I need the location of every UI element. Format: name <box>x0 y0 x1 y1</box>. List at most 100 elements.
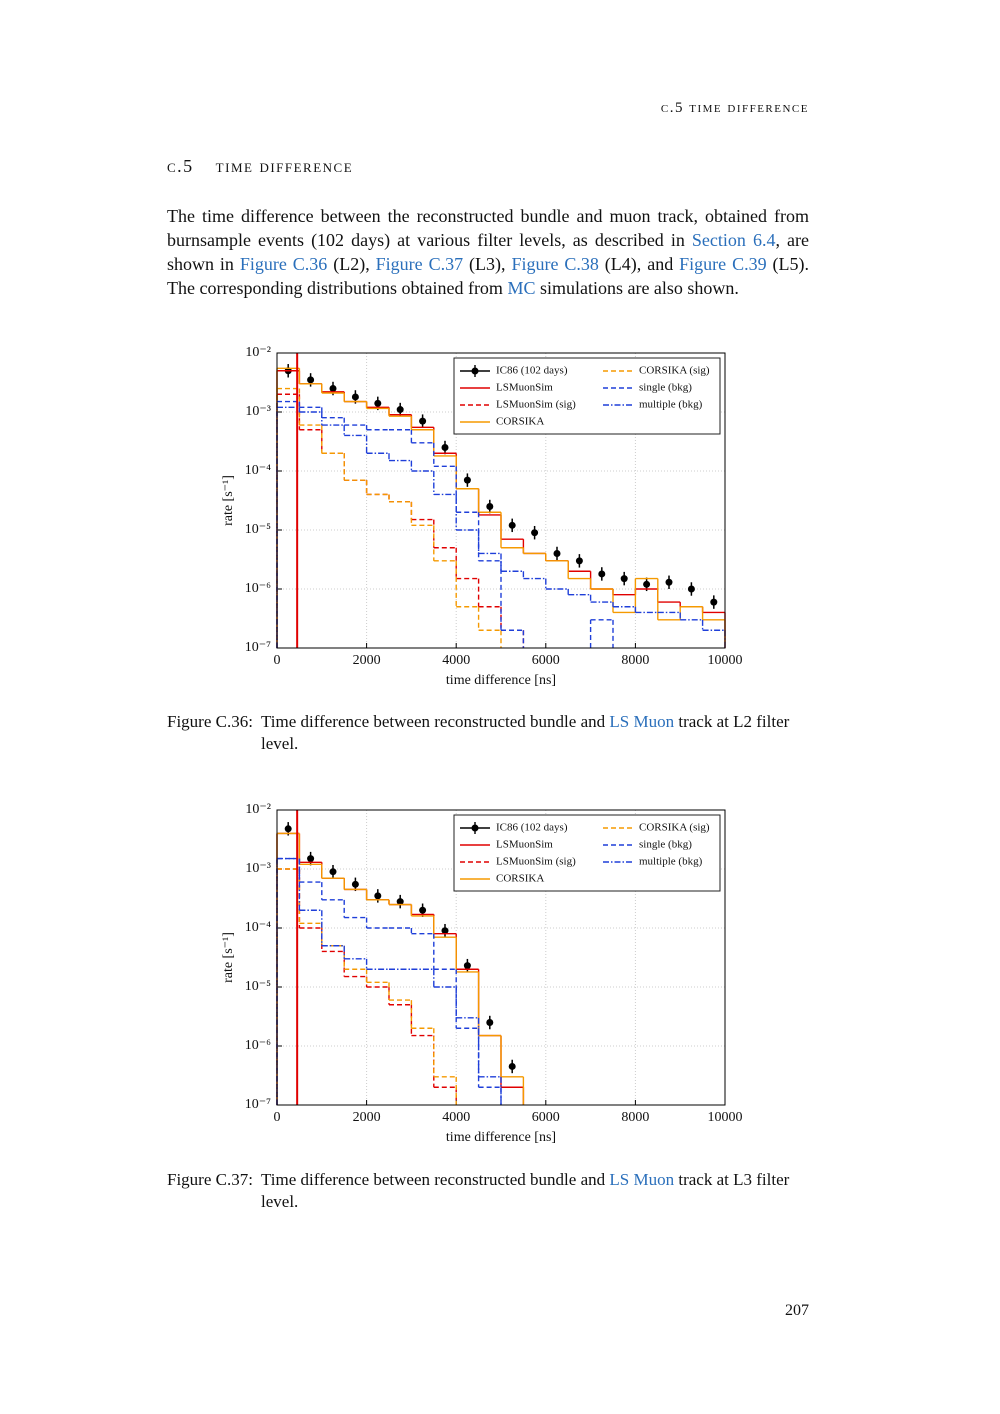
data-point <box>710 598 718 606</box>
data-point <box>643 580 651 588</box>
y-tick-label: 10⁻⁴ <box>245 920 271 935</box>
data-point <box>351 880 359 888</box>
x-tick-label: 2000 <box>353 653 381 668</box>
legend-label: LSMuonSim <box>496 382 553 394</box>
y-tick-label: 10⁻³ <box>245 404 271 419</box>
figure-caption: Figure C.36: Time difference between reco… <box>167 711 809 755</box>
text: (L4), and <box>598 254 680 274</box>
y-tick-label: 10⁻⁷ <box>245 640 271 655</box>
caption-text: Time difference between reconstructed bu… <box>261 1170 610 1189</box>
text: (L5). The corresponding distributions ob… <box>167 254 809 298</box>
data-point <box>307 376 315 384</box>
y-tick-label: 10⁻⁵ <box>245 522 271 537</box>
data-point <box>419 417 427 425</box>
data-point <box>329 385 337 393</box>
data-point <box>620 575 628 583</box>
section-title: time difference <box>215 156 354 176</box>
legend-label: LSMuonSim <box>496 839 553 851</box>
x-tick-label: 0 <box>274 653 281 668</box>
legend-label: multiple (bkg) <box>639 399 703 411</box>
x-tick-label: 4000 <box>442 1110 470 1125</box>
data-point <box>441 444 449 452</box>
link[interactable]: Figure C.39 <box>679 254 767 274</box>
text: simulations are also shown. <box>535 278 739 298</box>
y-tick-label: 10⁻⁴ <box>245 463 271 478</box>
running-header: c.5 time difference <box>660 100 809 116</box>
section-heading: c.5 time difference <box>167 156 353 177</box>
plot-frame <box>276 809 726 1106</box>
y-tick-label: 10⁻⁵ <box>245 979 271 994</box>
link[interactable]: Section 6.4 <box>691 230 776 250</box>
data-point <box>351 393 359 401</box>
x-tick-label: 6000 <box>532 1110 560 1125</box>
page-number: 207 <box>785 1302 809 1319</box>
data-point <box>486 503 494 511</box>
data-point <box>374 892 382 900</box>
y-tick-label: 10⁻⁶ <box>245 1038 271 1053</box>
legend-label: LSMuonSim (sig) <box>496 856 576 868</box>
section-number: c.5 <box>167 156 194 176</box>
paragraph: The time difference between the reconstr… <box>167 204 809 300</box>
y-tick-label: 10⁻² <box>245 802 271 817</box>
link[interactable]: MC <box>507 278 536 298</box>
y-axis-label: rate [s⁻¹] <box>221 475 236 526</box>
text: (L3), <box>463 254 512 274</box>
y-tick-label: 10⁻⁶ <box>245 581 271 596</box>
data-point <box>687 585 695 593</box>
y-tick-label: 10⁻³ <box>245 861 271 876</box>
legend-box <box>453 814 721 892</box>
text: The time difference between the reconstr… <box>167 206 809 250</box>
x-tick-label: 6000 <box>532 653 560 668</box>
data-point <box>598 570 606 578</box>
x-tick-label: 0 <box>274 1110 281 1125</box>
data-point <box>396 898 404 906</box>
link[interactable]: LS Muon <box>609 1170 675 1189</box>
legend-label: IC86 (102 days) <box>496 365 568 377</box>
legend-label: single (bkg) <box>639 839 692 851</box>
data-point <box>441 927 449 935</box>
data-point <box>553 549 561 557</box>
legend-label: single (bkg) <box>639 382 692 394</box>
legend-label: CORSIKA (sig) <box>639 365 710 377</box>
x-tick-label: 10000 <box>708 1110 743 1125</box>
legend-label: LSMuonSim (sig) <box>496 399 576 411</box>
data-point <box>531 529 539 537</box>
x-tick-label: 2000 <box>353 1110 381 1125</box>
data-point <box>419 906 427 914</box>
plot-frame <box>276 352 726 649</box>
legend-label: multiple (bkg) <box>639 856 703 868</box>
legend-label: CORSIKA <box>496 416 544 428</box>
x-tick-label: 4000 <box>442 653 470 668</box>
text: (L2), <box>327 254 376 274</box>
data-point <box>508 521 516 529</box>
data-point <box>575 557 583 565</box>
chart: 10⁻⁷ 10⁻⁶ 10⁻⁵ 10⁻⁴ 10⁻³ 10⁻² 0 2000 4000 6000 800… <box>221 345 743 688</box>
x-tick-label: 8000 <box>621 653 649 668</box>
y-tick-label: 10⁻² <box>245 345 271 360</box>
data-point <box>665 578 673 586</box>
link[interactable]: Figure C.36 <box>239 254 328 274</box>
caption-label: Figure C.36: <box>167 712 253 731</box>
data-point <box>486 1019 494 1027</box>
caption-text: track at L2 filter level. <box>261 712 790 753</box>
caption-text: track at L3 filter level. <box>261 1170 790 1211</box>
data-point <box>374 399 382 407</box>
data-point <box>508 1062 516 1070</box>
x-tick-label: 10000 <box>708 653 743 668</box>
x-axis-label: time difference [ns] <box>446 1130 556 1145</box>
link[interactable]: LS Muon <box>609 712 675 731</box>
link[interactable]: Figure C.38 <box>511 254 599 274</box>
y-axis-label: rate [s⁻¹] <box>221 932 236 983</box>
legend-label: IC86 (102 days) <box>496 822 568 834</box>
data-point <box>329 868 337 876</box>
legend-label: CORSIKA (sig) <box>639 822 710 834</box>
x-axis-label: time difference [ns] <box>446 673 556 688</box>
caption-text: Time difference between reconstructed bu… <box>261 712 610 731</box>
caption-label: Figure C.37: <box>167 1170 253 1189</box>
data-point <box>396 406 404 414</box>
y-tick-label: 10⁻⁷ <box>245 1097 271 1112</box>
data-point <box>463 962 471 970</box>
link[interactable]: Figure C.37 <box>375 254 464 274</box>
data-point <box>307 855 315 863</box>
